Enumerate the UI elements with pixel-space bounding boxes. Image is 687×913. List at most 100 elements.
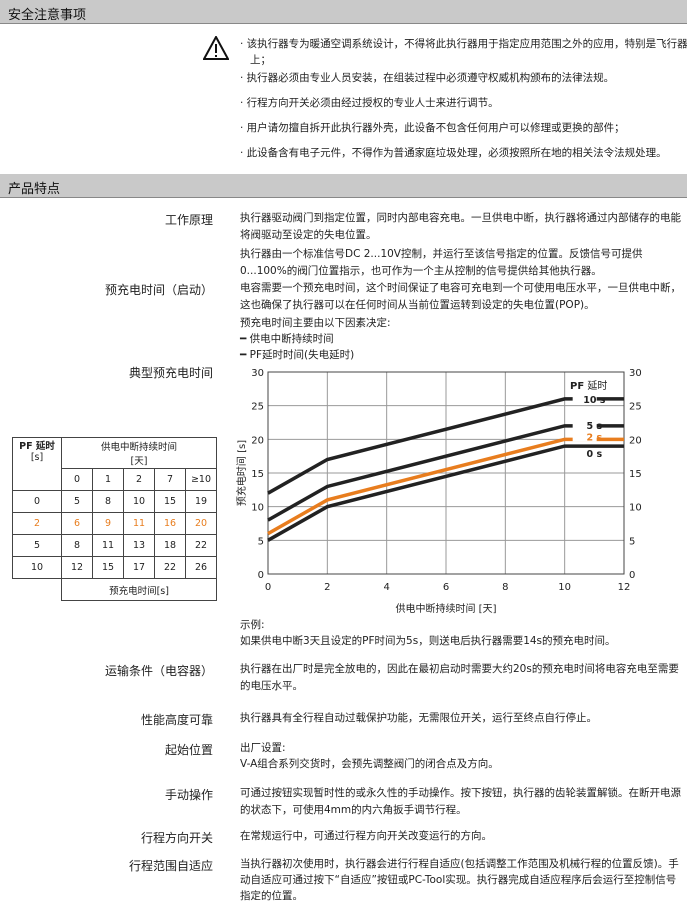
x-tick-label: 4 — [383, 582, 389, 593]
y-tick-label-left: 20 — [251, 435, 264, 446]
dirswitch-text: 在常规运行中，可通过行程方向开关改变运行的方向。 — [240, 830, 492, 842]
example-title: 示例: — [240, 619, 265, 631]
y-tick-label-right: 10 — [629, 503, 642, 514]
working-p2: 执行器由一个标准信号DC 2...10V控制，并运行至该信号指定的位置。反馈信号… — [240, 248, 643, 277]
pf-value: 0 — [12, 490, 62, 513]
pf-value: 5 — [12, 534, 62, 557]
precharge-value: 13 — [123, 534, 155, 557]
legend-label-bg — [572, 449, 597, 459]
reliable-text: 执行器具有全行程自动过载保护功能，无需限位开关，运行至终点自行停止。 — [240, 712, 597, 724]
pf-unit: [s] — [30, 452, 44, 463]
precharge-factor: ━ PF延时时间(失电延时) — [240, 349, 355, 361]
precharge-table: PF 延时 [s] 供电中断持续时间 [天] 0 1 2 7 ≥10 0 5 8 10 15 19 2 6… — [12, 437, 217, 601]
duration-unit: [天] — [130, 456, 148, 467]
series-line — [267, 444, 624, 542]
table-row: 10 12 15 17 22 26 — [12, 556, 217, 579]
precharge-value: 10 — [123, 490, 155, 513]
pf-value: 10 — [12, 556, 62, 579]
legend-label-bg — [572, 432, 597, 442]
precharge-factor: ━ 供电中断持续时间 — [240, 333, 334, 345]
plot-frame — [267, 371, 625, 575]
legend-label-bg — [572, 394, 597, 404]
day-header: 2 — [123, 468, 155, 491]
precharge-value: 5 — [61, 490, 93, 513]
label-start: 起始位置 — [164, 743, 213, 757]
safety-title: 安全注意事项 — [8, 8, 87, 23]
label-manual: 手动操作 — [164, 788, 213, 802]
transport-text: 执行器在出厂时是完全放电的，因此在最初启动时需要大约20s的预充电时间将电容充电… — [240, 663, 679, 692]
x-tick-label: 12 — [618, 582, 631, 593]
safety-header: 安全注意事项 — [0, 0, 687, 24]
y-tick-label-left: 25 — [251, 402, 264, 413]
working-p1: 执行器驱动阀门到指定位置，同时内部电容充电。一旦供电中断，执行器将通过内部储存的… — [240, 212, 681, 241]
safety-bullet: · 执行器必须由专业人员安装，在组装过程中必须遵守权威机构颁布的法律法规。 — [240, 72, 615, 84]
label-dirswitch: 行程方向开关 — [140, 831, 213, 845]
legend-title: PF 延时 — [570, 380, 607, 392]
day-header: 7 — [154, 468, 186, 491]
precharge-value: 16 — [154, 512, 186, 535]
y-tick-label-left: 30 — [251, 368, 264, 379]
x-tick-label: 6 — [443, 582, 449, 593]
precharge-value: 17 — [123, 556, 155, 579]
precharge-value: 15 — [154, 490, 186, 513]
precharge-value: 22 — [185, 534, 217, 557]
precharge-value: 9 — [92, 512, 124, 535]
precharge-value: 8 — [92, 490, 124, 513]
safety-bullet: · 用户请勿擅自拆开此执行器外壳，此设备不包含任何用户可以修理或更换的部件； — [240, 122, 625, 134]
y-tick-label-left: 15 — [251, 469, 264, 480]
day-header: 1 — [92, 468, 124, 491]
precharge-value: 12 — [61, 556, 93, 579]
legend-label-bg — [572, 420, 597, 430]
y-tick-label-right: 20 — [629, 435, 642, 446]
adapt-text: 当执行器初次使用时，执行器会进行行程自适应(包括调整工作范围及机械行程的位置反馈… — [240, 858, 679, 902]
precharge-p2: 预充电时间主要由以下因素决定: — [240, 317, 391, 329]
pf-value: 2 — [12, 512, 62, 535]
label-precharge: 预充电时间（启动） — [104, 283, 213, 297]
safety-bullet: · 行程方向开关必须由经过授权的专业人士来进行调节。 — [240, 97, 499, 109]
precharge-value: 11 — [92, 534, 124, 557]
pf-header: PF 延时 — [19, 441, 55, 452]
y-tick-label-right: 0 — [629, 570, 635, 581]
start-l1: 出厂设置: — [240, 742, 286, 754]
safety-bullet: · 此设备含有电子元件，不得作为普通家庭垃圾处理，必须按照所在地的相关法令法规处… — [240, 147, 667, 159]
precharge-value: 6 — [61, 512, 93, 535]
x-tick-label: 0 — [265, 582, 271, 593]
precharge-value: 8 — [61, 534, 93, 557]
x-tick-label: 8 — [502, 582, 508, 593]
precharge-value: 18 — [154, 534, 186, 557]
safety-bullet: · 该执行器专为暖通空调系统设计，不得将此执行器用于指定应用范围之外的应用，特别… — [240, 38, 687, 66]
legend-label: 10 s — [583, 395, 606, 406]
table-row: 0 5 8 10 15 19 — [12, 490, 217, 513]
y-tick-label-right: 15 — [629, 469, 642, 480]
start-l2: V-A组合系列交货时，会预先调整阀门的闭合点及方向。 — [240, 758, 499, 770]
y-tick-label-right: 5 — [629, 536, 635, 547]
manual-text: 可通过按钮实现暂时性的或永久性的手动操作。按下按钮，执行器的齿轮装置解锁。在断开… — [240, 787, 681, 816]
features-header: 产品特点 — [0, 174, 687, 198]
label-transport: 运输条件（电容器） — [104, 664, 213, 678]
y-tick-label-left: 5 — [258, 536, 264, 547]
x-tick-label: 2 — [324, 582, 330, 593]
example-text: 如果供电中断3天且设定的PF时间为5s，则送电后执行器需要14s的预充电时间。 — [240, 635, 616, 647]
y-tick-label-right: 30 — [629, 368, 642, 379]
legend-label: 5 s — [587, 421, 603, 432]
table-footer: 预充电时间[s] — [61, 578, 217, 601]
label-working: 工作原理 — [164, 213, 213, 227]
y-tick-label-right: 25 — [629, 402, 642, 413]
precharge-value: 19 — [185, 490, 217, 513]
y-axis-label: 预充电时间 [s] — [235, 440, 248, 506]
x-tick-label: 10 — [558, 582, 571, 593]
table-row: 2 6 9 11 16 20 — [12, 512, 217, 535]
day-header: 0 — [61, 468, 93, 491]
duration-header: 供电中断持续时间 — [100, 442, 177, 453]
precharge-value: 11 — [123, 512, 155, 535]
y-tick-label-left: 10 — [251, 503, 264, 514]
legend-label: 0 s — [587, 449, 603, 460]
table-row: 5 8 11 13 18 22 — [12, 534, 217, 557]
warning-triangle-icon — [203, 36, 229, 60]
precharge-p1: 电容需要一个预充电时间，这个时间保证了电容可充电到一个可使用电压水平，一旦供电中… — [240, 282, 681, 311]
features-title: 产品特点 — [8, 182, 61, 197]
label-typical: 典型预充电时间 — [128, 366, 213, 380]
precharge-value: 20 — [185, 512, 217, 535]
